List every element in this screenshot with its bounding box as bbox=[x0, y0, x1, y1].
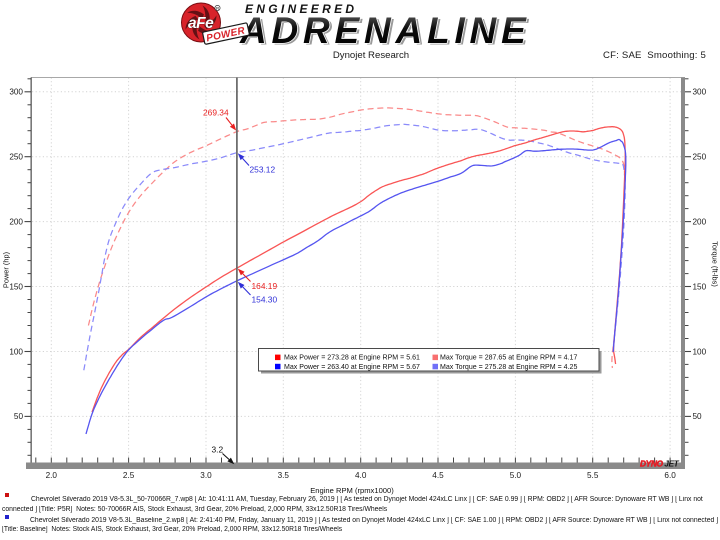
svg-text:Max Power = 273.28 at Engine R: Max Power = 273.28 at Engine RPM = 5.61 bbox=[284, 355, 420, 362]
svg-text:150: 150 bbox=[9, 282, 23, 291]
svg-text:253.12: 253.12 bbox=[250, 165, 276, 175]
svg-text:3.2: 3.2 bbox=[212, 445, 224, 455]
svg-text:300: 300 bbox=[693, 88, 707, 97]
svg-text:5.5: 5.5 bbox=[587, 471, 599, 480]
svg-text:200: 200 bbox=[693, 217, 707, 226]
svg-text:50: 50 bbox=[693, 412, 703, 421]
svg-text:3.5: 3.5 bbox=[278, 471, 290, 480]
svg-text:Max Torque = 275.28 at Engine: Max Torque = 275.28 at Engine RPM = 4.25 bbox=[440, 364, 577, 371]
svg-text:100: 100 bbox=[693, 347, 707, 356]
svg-text:Torque (ft-lbs): Torque (ft-lbs) bbox=[711, 241, 720, 287]
svg-text:6.0: 6.0 bbox=[664, 471, 676, 480]
svg-text:2.5: 2.5 bbox=[123, 471, 135, 480]
svg-text:aFe: aFe bbox=[188, 15, 214, 32]
svg-text:2.0: 2.0 bbox=[46, 471, 58, 480]
svg-text:200: 200 bbox=[9, 217, 23, 226]
svg-text:ADRENALINE: ADRENALINE bbox=[239, 10, 531, 50]
svg-text:JET: JET bbox=[664, 458, 679, 468]
svg-text:50: 50 bbox=[14, 412, 24, 421]
svg-text:250: 250 bbox=[693, 153, 707, 162]
svg-text:Max Power = 263.40 at Engine R: Max Power = 263.40 at Engine RPM = 5.67 bbox=[284, 364, 420, 371]
svg-text:4.5: 4.5 bbox=[432, 471, 444, 480]
svg-text:3.0: 3.0 bbox=[200, 471, 212, 480]
svg-text:ENGINEERED: ENGINEERED bbox=[245, 2, 357, 16]
svg-text:150: 150 bbox=[693, 282, 707, 291]
svg-text:Power (hp): Power (hp) bbox=[2, 252, 11, 288]
svg-text:269.34: 269.34 bbox=[203, 108, 229, 118]
svg-text:164.19: 164.19 bbox=[252, 281, 278, 291]
svg-text:100: 100 bbox=[9, 347, 23, 356]
svg-text:250: 250 bbox=[9, 153, 23, 162]
svg-text:R: R bbox=[216, 6, 219, 11]
svg-text:ADRENALINE: ADRENALINE bbox=[241, 12, 533, 50]
svg-text:4.0: 4.0 bbox=[355, 471, 367, 480]
svg-text:Max Torque = 287.65 at Engine: Max Torque = 287.65 at Engine RPM = 4.17 bbox=[440, 355, 577, 362]
svg-text:154.30: 154.30 bbox=[252, 295, 278, 305]
svg-text:5.0: 5.0 bbox=[510, 471, 522, 480]
svg-text:300: 300 bbox=[9, 88, 23, 97]
svg-text:Engine RPM (rpmx1000): Engine RPM (rpmx1000) bbox=[310, 486, 394, 495]
svg-text:DYNO: DYNO bbox=[640, 458, 663, 468]
